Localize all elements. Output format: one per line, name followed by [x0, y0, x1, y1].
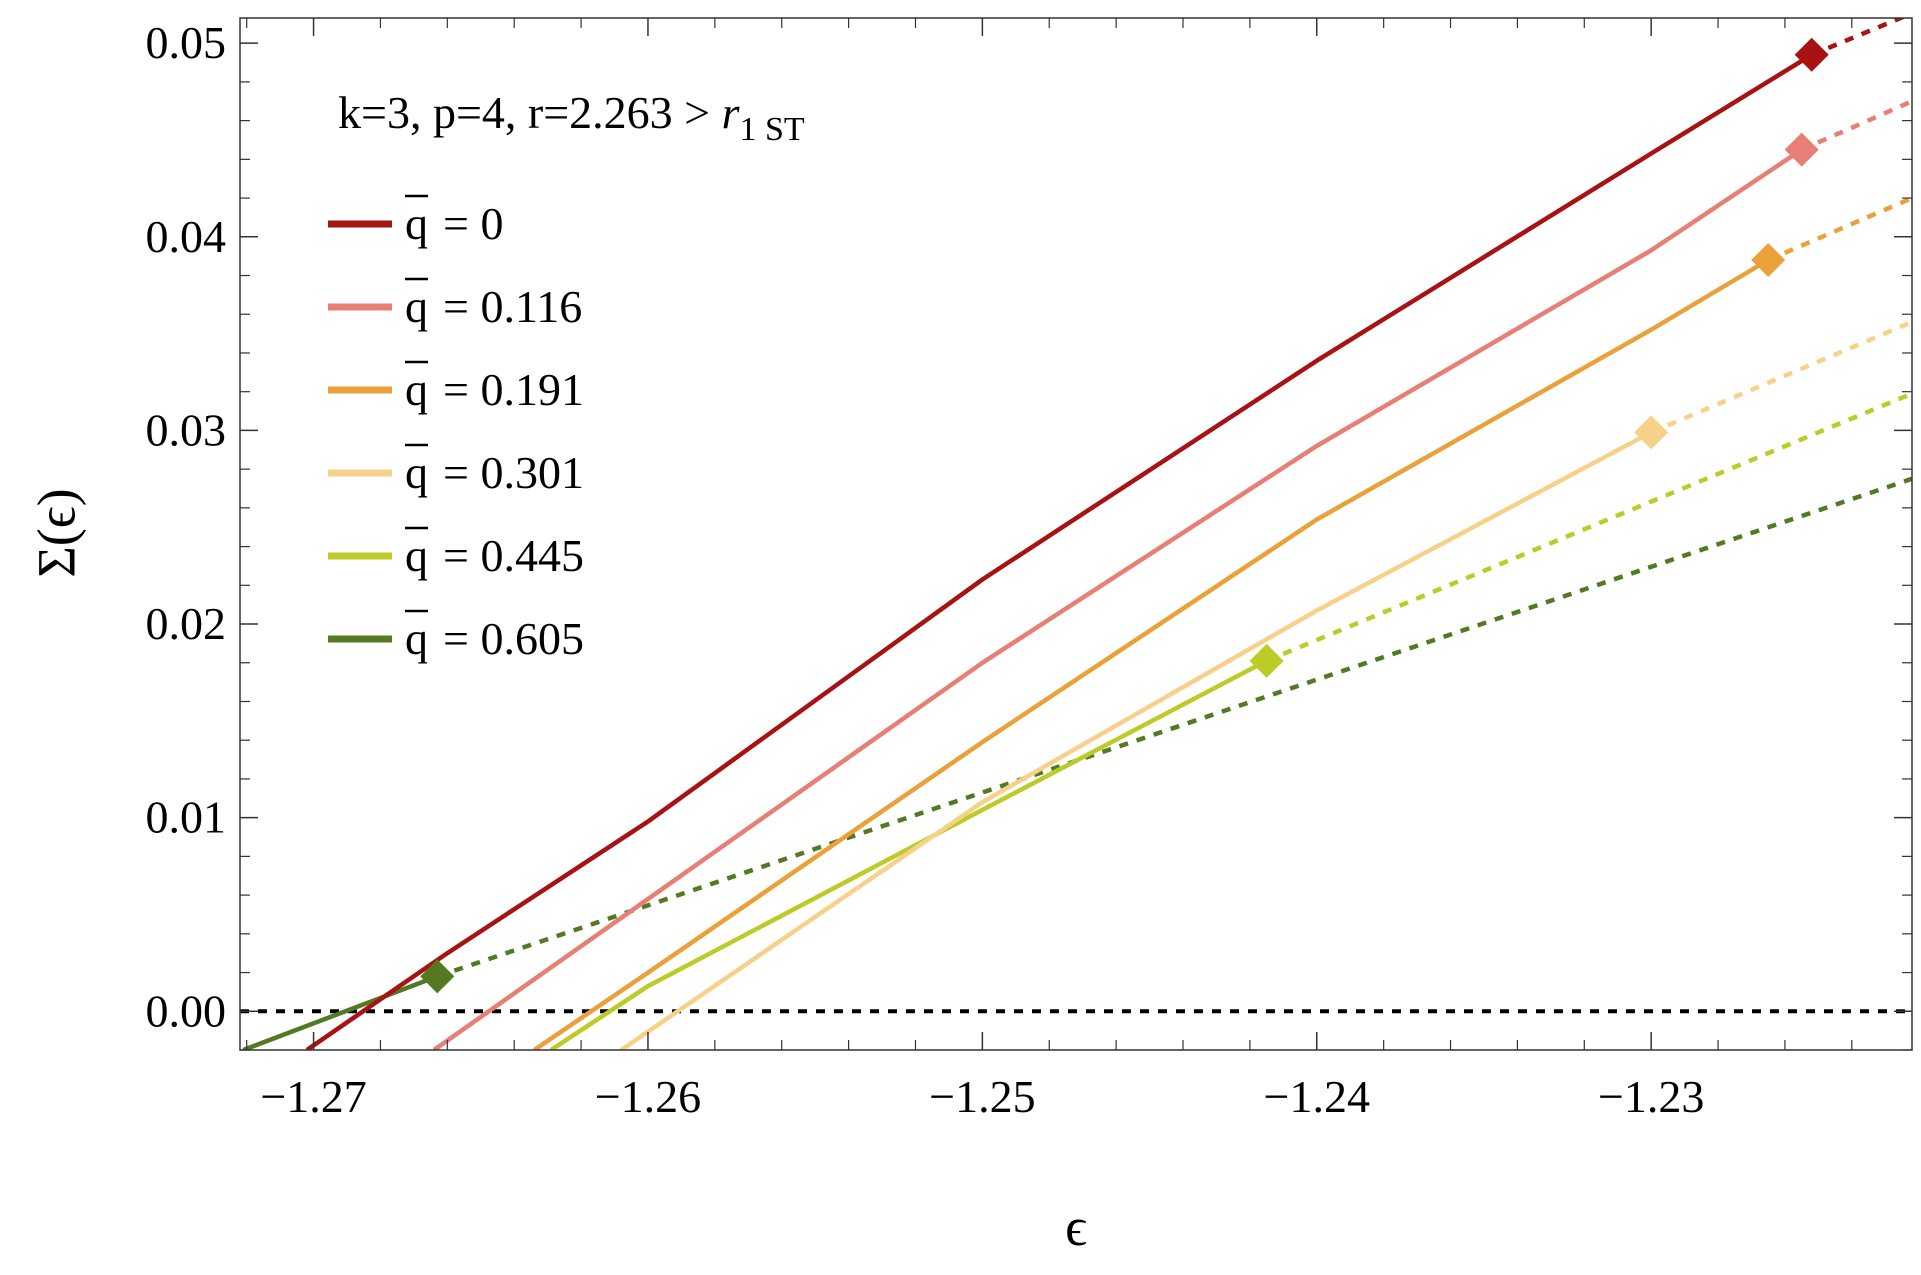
- series-4-marker: [1249, 643, 1284, 678]
- chart-annotation: k=3, p=4, r=2.263 > r1 ST: [338, 87, 805, 148]
- series-1-dashed-line: [1800, 99, 1912, 152]
- legend-q-symbol: q: [405, 447, 428, 498]
- legend-label-2: = 0.191: [443, 364, 584, 415]
- plot-frame: [239, 17, 1913, 1051]
- annotation-symbol: r: [722, 87, 741, 138]
- x-tick-label: −1.25: [929, 1071, 1035, 1122]
- x-tick-label: −1.27: [260, 1071, 366, 1122]
- series-0-dashed-line: [1810, 18, 1907, 57]
- y-tick-label: 0.05: [146, 17, 227, 68]
- plot-layer: [240, 18, 1912, 1050]
- y-tick-label: 0.03: [146, 404, 227, 455]
- annotation-subscript: 1 ST: [740, 111, 805, 148]
- y-tick-label: 0.04: [146, 211, 227, 262]
- series-1-marker: [1784, 132, 1819, 167]
- series-5-dashed-line: [436, 476, 1912, 979]
- x-tick-label: −1.24: [1264, 1071, 1370, 1122]
- y-tick-label: 0.00: [146, 985, 227, 1036]
- y-tick-label: 0.01: [146, 792, 227, 843]
- series-1-solid-line: [432, 147, 1803, 1050]
- legend-q-symbol: q: [405, 281, 428, 332]
- series-2-marker: [1751, 243, 1786, 278]
- legend-q-symbol: q: [405, 613, 428, 664]
- series-3-marker: [1634, 415, 1669, 450]
- series-2-dashed-line: [1767, 196, 1912, 263]
- series-5-solid-line: [242, 974, 439, 1050]
- ticks-layer: −1.27 −1.26 −1.25 −1.24 −1.23 0.00 0.01 0.02 0.0…: [146, 17, 1912, 1122]
- legend: q = 0 q = 0.116 q = 0.191 q = 0.301 q = 0.445 q = 0…: [328, 194, 584, 664]
- series-3-dashed-line: [1650, 319, 1912, 435]
- legend-label-5: = 0.605: [443, 613, 584, 664]
- series-4-solid-line: [549, 658, 1268, 1050]
- legend-label-4: = 0.445: [443, 530, 584, 581]
- x-tick-label: −1.26: [595, 1071, 701, 1122]
- series-0-solid-line: [305, 52, 1813, 1050]
- x-axis-title: ϵ: [1065, 1197, 1087, 1257]
- y-axis-title: Σ(ϵ): [26, 488, 86, 577]
- series-4-dashed-line: [1265, 391, 1912, 663]
- y-tick-label: 0.02: [146, 598, 227, 649]
- legend-label-0: = 0: [443, 198, 503, 249]
- series-5-marker: [420, 959, 455, 994]
- legend-q-symbol: q: [405, 530, 428, 581]
- series-3-solid-line: [619, 430, 1653, 1050]
- series-2-solid-line: [533, 258, 1770, 1050]
- series-0-marker: [1794, 37, 1829, 72]
- annotation-main: k=3, p=4, r=2.263 >: [338, 87, 722, 138]
- legend-label-1: = 0.116: [443, 281, 582, 332]
- x-tick-label: −1.23: [1598, 1071, 1704, 1122]
- legend-q-symbol: q: [405, 364, 428, 415]
- legend-q-symbol: q: [405, 198, 428, 249]
- legend-label-3: = 0.301: [443, 447, 584, 498]
